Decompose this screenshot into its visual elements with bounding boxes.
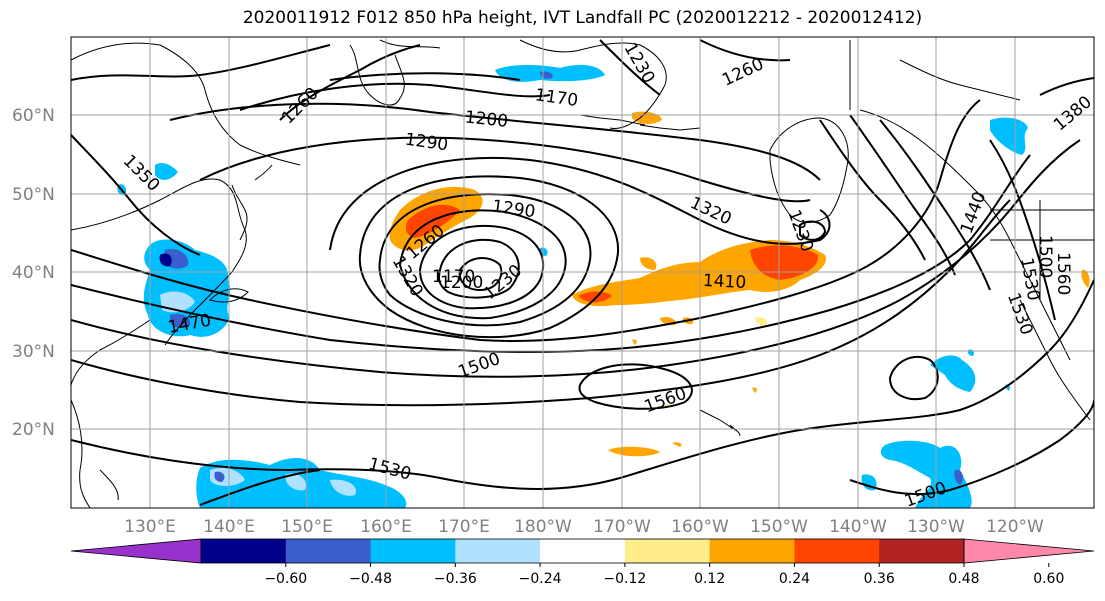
map-title: 2020011912 F012 850 hPa height, IVT Land… xyxy=(242,8,923,28)
coastlines xyxy=(71,39,1094,508)
contour-label: 1170 xyxy=(432,267,475,287)
lon-label: 160°W xyxy=(671,517,729,537)
colorbar-box xyxy=(540,539,626,563)
latitude-labels: 20°N 30°N 40°N 50°N 60°N xyxy=(12,106,55,440)
contour-label: 1200 xyxy=(464,107,509,131)
colorbar-tick-label: −0.24 xyxy=(519,571,562,587)
colorbar-tick-label: −0.36 xyxy=(434,571,477,587)
colorbar-frame xyxy=(200,538,965,564)
colorbar-box xyxy=(455,539,541,563)
lon-label: 120°W xyxy=(986,517,1044,537)
colorbar-tick-label: 0.36 xyxy=(864,571,895,587)
colorbar-box xyxy=(370,539,456,563)
lon-label: 130°W xyxy=(907,517,965,537)
colorbar-tick-label: −0.12 xyxy=(603,571,646,587)
lat-label: 30°N xyxy=(12,342,55,362)
lat-label: 50°N xyxy=(12,185,55,205)
longitude-labels: 130°E 140°E 150°E 160°E 170°E 180°W 170°… xyxy=(124,517,1044,537)
colorbar: −0.60 −0.48 −0.36 −0.24 −0.12 0.12 0.24 0.36 0.4… xyxy=(70,538,1095,587)
lon-label: 170°W xyxy=(593,517,651,537)
lon-label: 160°E xyxy=(360,517,412,537)
lon-label: 150°E xyxy=(281,517,333,537)
lon-label: 170°E xyxy=(438,517,490,537)
lat-label: 20°N xyxy=(12,420,55,440)
colorbar-tick-label: 0.60 xyxy=(1033,571,1064,587)
contour-label: 1560 xyxy=(1053,252,1073,295)
colorbar-tick-label: 0.48 xyxy=(948,571,979,587)
colorbar-box xyxy=(709,539,795,563)
map-frame xyxy=(70,36,1095,509)
colorbar-box xyxy=(285,539,372,563)
lon-label: 180°W xyxy=(514,517,572,537)
colorbar-box xyxy=(201,539,287,563)
colorbar-tick-label: −0.48 xyxy=(349,571,392,587)
colorbar-tick-label: 0.24 xyxy=(779,571,810,587)
colorbar-extend-low xyxy=(70,538,202,564)
colorbar-extend-high xyxy=(963,538,1095,564)
contour-label: 1200 xyxy=(440,273,483,293)
graticule xyxy=(71,37,1094,508)
contour-label: 1410 xyxy=(702,271,746,293)
height-contours xyxy=(71,39,1094,506)
contour-label: 1500 xyxy=(1035,235,1055,278)
colorbar-tick-label: −0.60 xyxy=(264,571,307,587)
lat-label: 60°N xyxy=(12,106,55,126)
lat-label: 40°N xyxy=(12,263,55,283)
lon-label: 140°E xyxy=(203,517,255,537)
lon-label: 150°W xyxy=(750,517,808,537)
colorbar-box xyxy=(879,539,965,563)
colorbar-box xyxy=(794,539,880,563)
lon-label: 130°E xyxy=(124,517,176,537)
colorbar-box xyxy=(624,539,711,563)
colorbar-tick-label: 0.12 xyxy=(694,571,725,587)
lon-label: 140°W xyxy=(829,517,887,537)
negative-shading xyxy=(117,64,1028,508)
